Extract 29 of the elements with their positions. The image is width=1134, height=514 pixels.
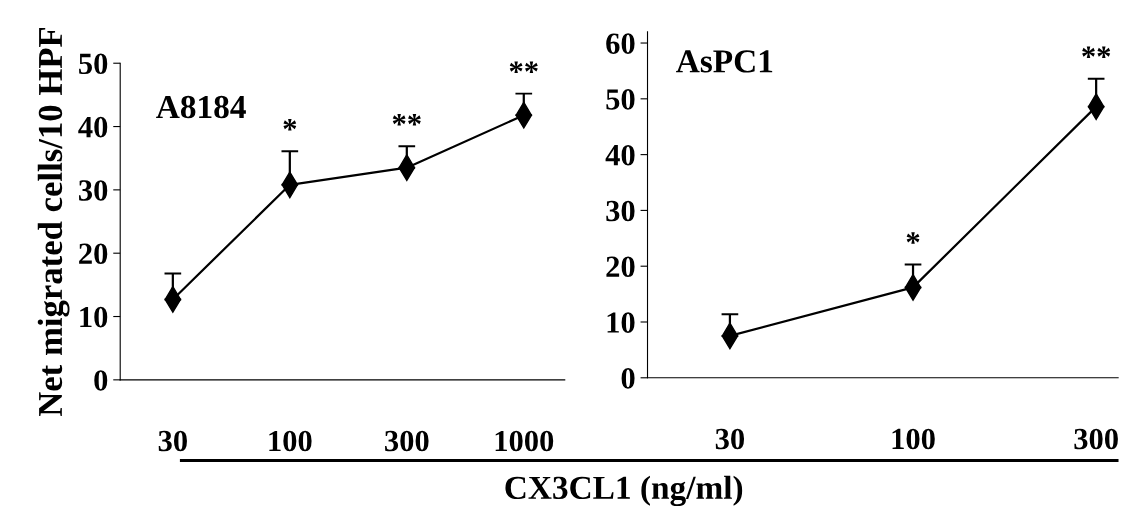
y-tick-label: 10: [80, 306, 108, 328]
y-tick-label: 50: [606, 89, 635, 110]
y-tick-label: 20: [79, 243, 108, 265]
y-tick-label: 0: [621, 368, 635, 389]
x-tick-label: 30: [715, 428, 745, 450]
y-tick-label: 30: [78, 180, 108, 201]
x-tick-label: 30: [158, 430, 187, 452]
text: A8184: [156, 95, 246, 119]
annotation: *: [283, 119, 297, 131]
y-tick-label: 40: [78, 116, 108, 138]
x-tick-label: 100: [269, 430, 312, 452]
x-axis-title: CX3CL1 (ng/ml): [505, 475, 743, 507]
y-tick-label: 20: [606, 256, 635, 278]
y-tick-label: 30: [606, 200, 635, 222]
annotation: **: [392, 113, 421, 126]
annotation: **: [509, 61, 538, 73]
x-tick-label: 300: [385, 430, 429, 452]
annotation: **: [1082, 46, 1111, 59]
annotation: *: [906, 232, 920, 244]
y-axis-title: Net migrated cells/10 HPF: [37, 27, 70, 417]
y-tick-label: 0: [94, 370, 108, 391]
x-tick-label: 100: [892, 428, 935, 450]
y-tick-label: 40: [605, 144, 635, 166]
chart-title: AsPC1: [676, 50, 773, 73]
y-tick-label: 50: [79, 53, 108, 75]
x-tick-label: 300: [1074, 428, 1118, 450]
y-tick-label: 60: [606, 33, 635, 54]
y-tick-label: 10: [607, 312, 635, 333]
x-tick-label: 1000: [495, 430, 554, 452]
